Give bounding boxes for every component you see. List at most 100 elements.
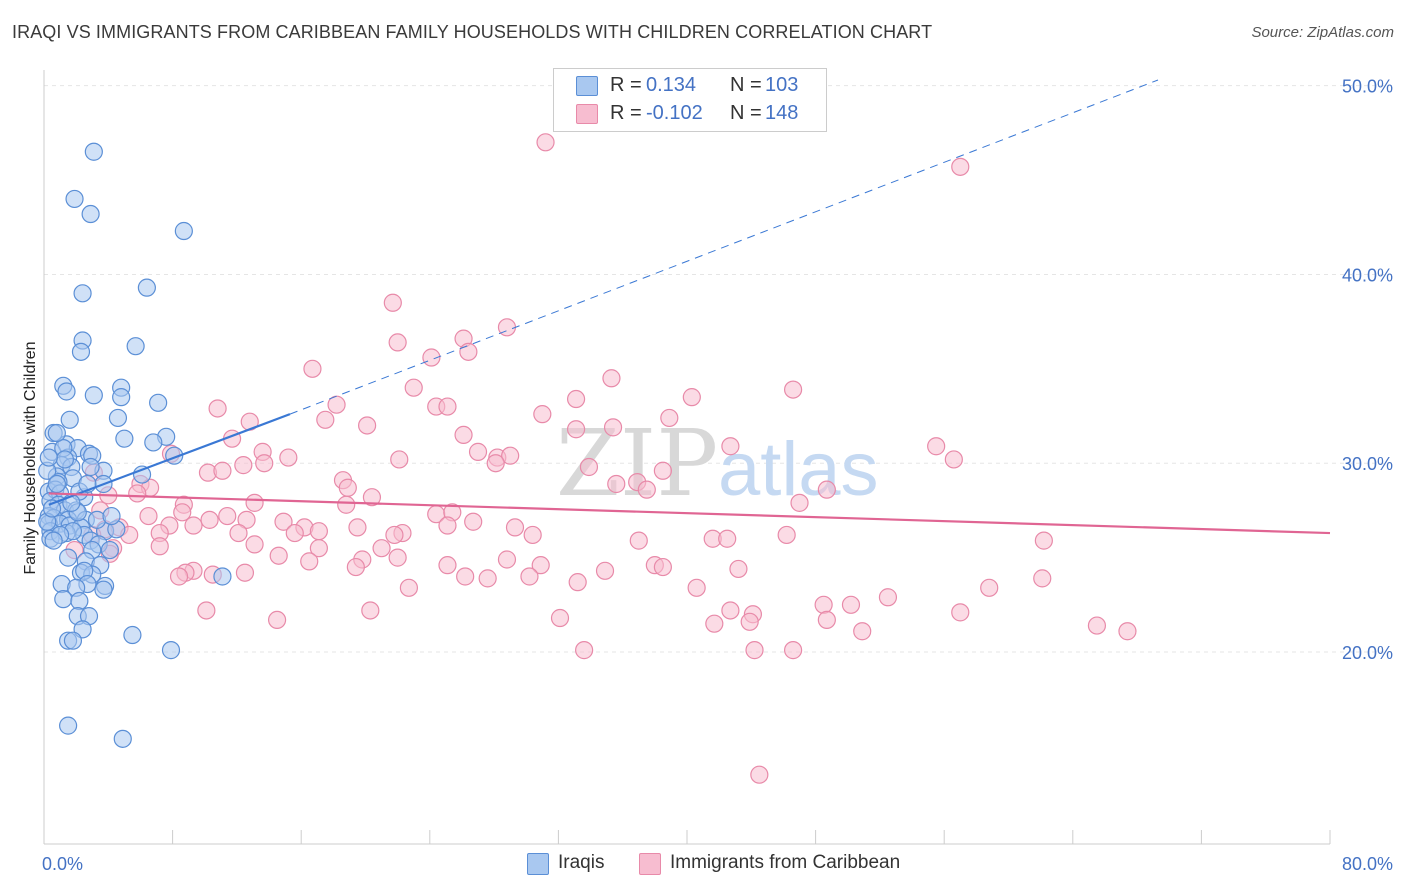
legend-r-label: R = [610,102,642,124]
caribbean-point [944,450,963,469]
caribbean-point [208,399,227,418]
legend-r-value: 0.134 [646,74,697,96]
caribbean-point [1033,569,1052,588]
caribbean-point [607,474,626,494]
caribbean-point [595,561,615,580]
caribbean-point [438,556,457,575]
caribbean-point [388,548,407,567]
caribbean-point [279,448,298,467]
caribbean-point [817,610,836,630]
caribbean-point [603,418,623,437]
iraqi-point [47,474,66,494]
iraqi-point [112,388,131,407]
caribbean-point [404,378,423,397]
caribbean-point [218,506,237,526]
caribbean-point [853,622,872,641]
series-legend: Iraqis Immigrants from Caribbean [0,852,1406,878]
chart-title: IRAQI VS IMMIGRANTS FROM CARIBBEAN FAMIL… [12,22,933,42]
iraqi-point [81,204,100,224]
iraqi-point [73,284,92,303]
caribbean-point [533,405,552,424]
iraqi-point [161,641,181,660]
x-tick-label-start: 0.0% [42,854,83,874]
caribbean-point [729,559,748,579]
caribbean-point [750,765,769,784]
caribbean-point [682,388,701,407]
caribbean-point [459,342,478,361]
iraqi-point [39,448,58,467]
iraqi-point [113,729,132,748]
caribbean-point [523,525,542,545]
iraqi-trend-extension [289,79,1159,415]
caribbean-point [150,537,169,556]
caribbean-point [383,293,402,312]
iraqi-point [149,393,168,412]
caribbean-point [173,503,192,522]
caribbean-point [550,608,570,628]
caribbean-point [497,550,517,569]
caribbean-point [267,610,287,630]
legend-n-label: N = [730,102,762,124]
caribbean-point [234,456,253,475]
caribbean-point [602,369,621,388]
iraqi-point [115,429,134,448]
iraqi-point [100,540,120,560]
caribbean-point [237,510,256,529]
caribbean-point [358,416,377,435]
series-iraqis-points [38,142,232,748]
caribbean-point [316,410,335,429]
legend-label-caribbean: Immigrants from Caribbean [670,852,901,873]
iraqi-point [81,457,100,477]
caribbean-point [184,516,203,535]
caribbean-point [285,523,304,543]
caribbean-point [783,380,803,399]
y-axis-title: Family Households with Children [22,342,39,575]
caribbean-point [372,539,391,558]
caribbean-point [269,546,288,565]
caribbean-point [566,389,586,409]
iraqi-point [63,631,83,650]
caribbean-point [579,457,599,477]
y-tick-label: 40.0% [1342,265,1393,285]
caribbean-point [951,157,970,176]
caribbean-point [303,359,322,378]
iraqi-point [126,337,145,356]
caribbean-point [128,484,147,503]
iraqi-point [213,567,232,586]
y-tick-label: 30.0% [1342,454,1393,474]
iraqi-point [71,342,91,361]
caribbean-point [1034,531,1053,550]
caribbean-point [229,523,248,543]
caribbean-point [346,557,365,577]
caribbean-point [169,567,189,586]
caribbean-point [718,529,737,548]
caribbean-point [927,437,946,456]
caribbean-point [300,552,319,571]
caribbean-point [878,588,898,607]
caribbean-point [337,495,356,514]
trend-lines [48,79,1331,535]
caribbean-point [309,539,328,558]
caribbean-point [338,478,357,497]
caribbean-point [309,522,328,541]
caribbean-point [245,535,264,554]
iraqi-point [84,386,103,405]
caribbean-point [399,578,419,597]
caribbean-point [361,601,380,620]
caribbean-point [653,557,672,577]
iraqi-point [57,382,76,401]
caribbean-point [745,641,764,660]
correlation-legend: R = 0.134 N = 103 R = -0.102 N = 148 [553,68,827,132]
caribbean-point [814,595,833,614]
caribbean-point [390,450,409,469]
caribbean-point [531,556,550,575]
iraqi-point [59,548,78,567]
caribbean-point [841,595,861,614]
iraqi-point [137,278,156,297]
iraqi-trend-line [48,413,291,506]
caribbean-point [255,454,274,473]
iraqi-point [54,590,73,609]
x-tick-labels: 0.0% 80.0% [42,854,1393,874]
caribbean-point [348,518,367,537]
